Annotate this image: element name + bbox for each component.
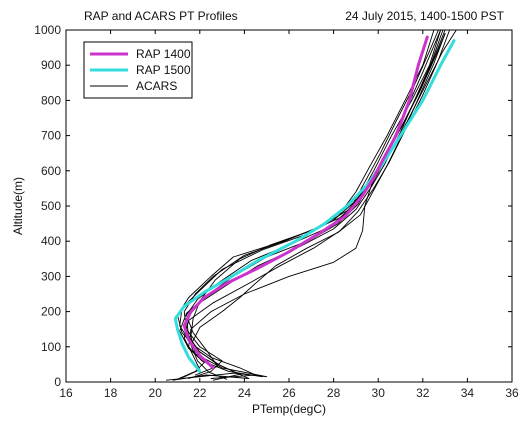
chart-title-left: RAP and ACARS PT Profiles [84,9,238,23]
legend-label-1: RAP 1500 [136,63,191,77]
y-tick-label-2: 200 [41,305,61,319]
x-tick-label-7: 30 [372,386,386,400]
y-tick-label-6: 600 [41,164,61,178]
legend-label-2: ACARS [136,79,177,93]
x-tick-label-1: 18 [104,386,118,400]
chart-title-right: 24 July 2015, 1400-1500 PST [345,9,504,23]
legend: RAP 1400 RAP 1500 ACARS [83,41,193,99]
legend-label-0: RAP 1400 [136,47,191,61]
series-line-1 [173,39,456,373]
x-tick-label-5: 26 [282,386,296,400]
x-tick-label-4: 24 [238,386,252,400]
y-tick-label-5: 500 [41,199,61,213]
series-line-8 [188,30,457,378]
y-tick-label-10: 1000 [34,23,61,37]
series-line-2 [165,30,442,381]
y-axis-label: Altitude(m) [11,177,25,235]
x-axis-label: PTemp(degC) [252,402,326,416]
x-tick-label-10: 36 [505,386,519,400]
ticks-layer: 16 18 20 22 24 26 28 30 32 34 36 0 100 200 300 400 500 60… [34,23,519,400]
series-layer [165,30,457,381]
y-tick-label-8: 800 [41,93,61,107]
y-tick-label-0: 0 [54,375,61,389]
y-tick-label-4: 400 [41,234,61,248]
x-tick-label-3: 22 [193,386,207,400]
x-tick-label-6: 28 [327,386,341,400]
series-line-4 [172,30,435,381]
x-tick-label-0: 16 [59,386,73,400]
x-tick-label-2: 20 [149,386,163,400]
y-tick-label-9: 900 [41,58,61,72]
series-line-0 [182,35,429,370]
x-tick-label-9: 34 [461,386,475,400]
y-tick-label-1: 100 [41,340,61,354]
series-line-6 [179,30,439,379]
y-tick-label-3: 300 [41,269,61,283]
x-tick-label-8: 32 [416,386,430,400]
y-tick-label-7: 700 [41,129,61,143]
